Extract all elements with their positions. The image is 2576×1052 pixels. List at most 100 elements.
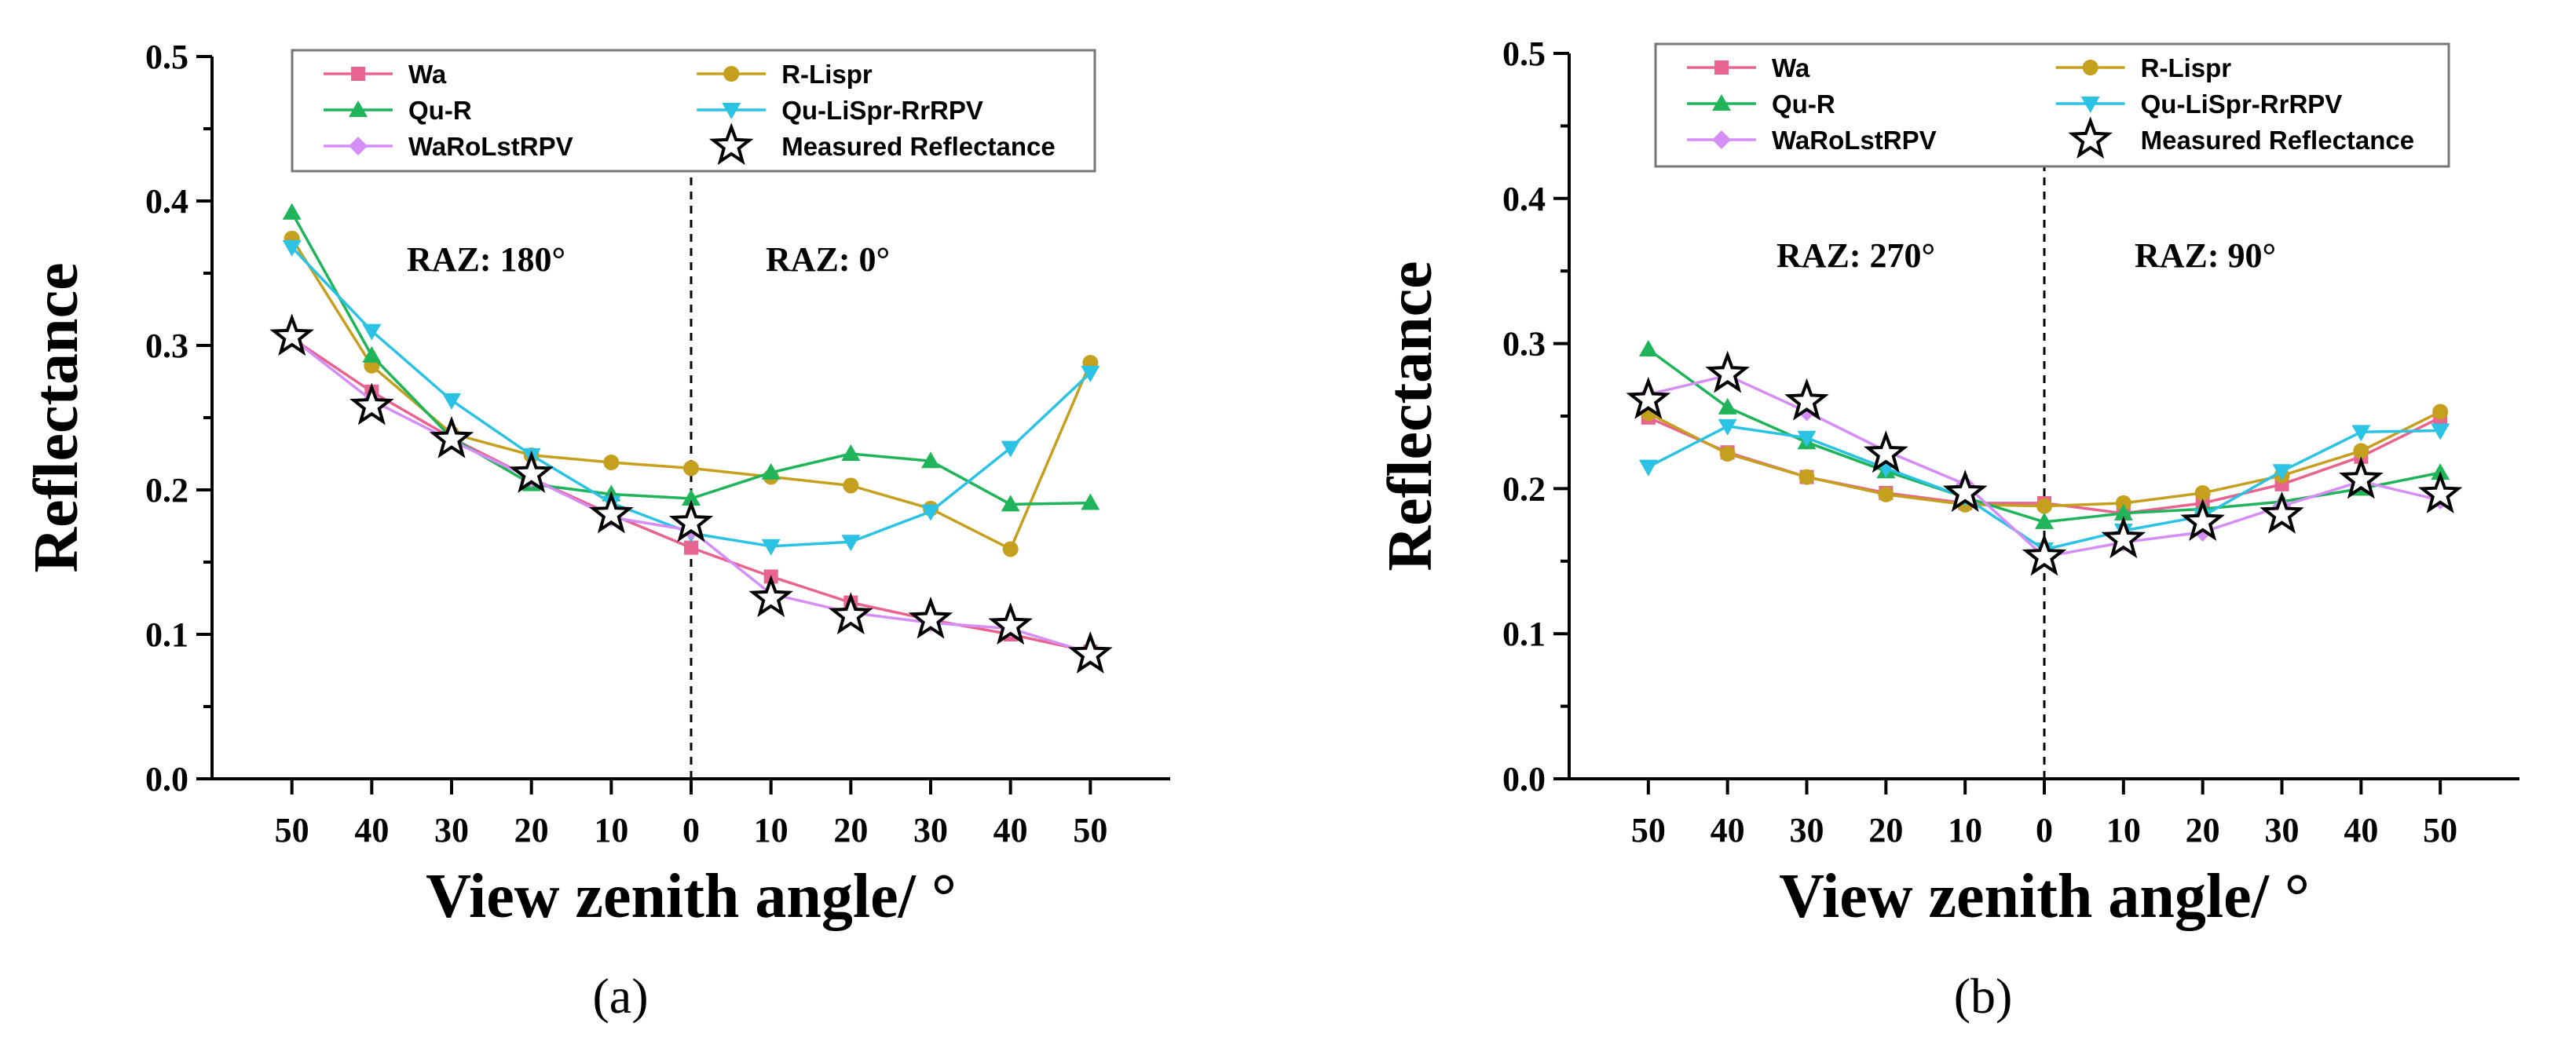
chart-b-data-point bbox=[2035, 512, 2054, 529]
chart-b-legend-label: WaRoLstRPV bbox=[1772, 126, 1937, 155]
chart-b-data-point bbox=[1718, 397, 1737, 415]
chart-b-data-point bbox=[1638, 339, 1658, 356]
chart-b-legend-item: R-Lispr bbox=[2055, 53, 2232, 82]
chart-a-x-tick-label: 0 bbox=[682, 811, 700, 849]
chart-a-data-point bbox=[908, 596, 953, 639]
chart-a-data-point bbox=[1068, 631, 1113, 674]
chart-a-data-point bbox=[429, 415, 474, 458]
chart-a-data-point bbox=[748, 575, 793, 618]
chart-a-legend-item: WaRoLstRPV bbox=[324, 132, 573, 161]
chart-b-legend-label: Measured Reflectance bbox=[2141, 126, 2414, 155]
chart-a-legend-label: Qu-LiSpr-RrRPV bbox=[781, 96, 983, 125]
chart-b-data-point bbox=[2113, 503, 2133, 521]
chart-a-x-tick-label: 50 bbox=[275, 811, 309, 849]
chart-b-legend-swatch-marker bbox=[2068, 116, 2113, 159]
chart-a-data-point bbox=[668, 499, 714, 542]
chart-a-data-point bbox=[1002, 541, 1019, 557]
chart-a-legend-swatch-marker bbox=[723, 66, 740, 82]
chart-b-x-tick-label: 10 bbox=[1948, 811, 1982, 849]
chart-b-legend-item: Wa bbox=[1687, 53, 1810, 82]
chart-a-x-tick-label: 30 bbox=[434, 811, 469, 849]
chart-b-data-point bbox=[1798, 469, 1815, 485]
chart-b-legend-item: Measured Reflectance bbox=[2068, 116, 2414, 159]
chart-b-raz-left-annotation: RAZ: 270° bbox=[1776, 236, 1935, 275]
chart-b-x-tick-label: 50 bbox=[1631, 811, 1666, 849]
chart-b-data-point bbox=[1719, 446, 1736, 462]
chart-a-x-tick-label: 30 bbox=[913, 811, 948, 849]
chart-b-data-point bbox=[2115, 495, 2131, 511]
chart-panel-a: 0.0 0.1 0.2 0.3 0.4 0.5 50 40 30 20 10 0 10 20 30 40 50 V… bbox=[22, 38, 1170, 1024]
chart-b-x-tick-label: 0 bbox=[2036, 811, 2053, 849]
chart-a-data-point bbox=[349, 382, 394, 426]
chart-b-data-point bbox=[1784, 378, 1829, 421]
chart-b-legend-box bbox=[1654, 42, 2450, 168]
chart-a-data-point bbox=[841, 535, 861, 552]
chart-b-panel-label: (b) bbox=[1954, 968, 2013, 1024]
chart-a-data-point bbox=[589, 491, 634, 534]
chart-a-legend-item: R-Lispr bbox=[697, 60, 873, 89]
chart-b-legend-item: Qu-LiSpr-RrRPV bbox=[2055, 89, 2343, 119]
chart-b-data-point bbox=[1878, 486, 1894, 502]
chart-b-legend-swatch-marker bbox=[1712, 130, 1731, 149]
chart-a-legend-box bbox=[291, 49, 1096, 173]
chart-a-y-axis-title: Reflectance bbox=[22, 262, 91, 572]
chart-b-data-point bbox=[2339, 456, 2384, 499]
chart-a-raz-left-annotation: RAZ: 180° bbox=[407, 240, 565, 279]
chart-a-data-point bbox=[1081, 493, 1100, 510]
chart-b-legend-label: Wa bbox=[1772, 53, 1810, 82]
chart-a-data-point bbox=[683, 460, 699, 477]
chart-a-panel-label: (a) bbox=[592, 968, 648, 1024]
chart-b-data-point bbox=[2180, 499, 2225, 541]
chart-a-y-tick-label: 0.2 bbox=[145, 471, 188, 510]
chart-b-data-point bbox=[1626, 376, 1671, 419]
chart-b-y-tick-label: 0.4 bbox=[1502, 180, 1546, 218]
chart-a-y-tick-label: 0.0 bbox=[145, 760, 188, 798]
chart-b-data-point bbox=[2194, 484, 2211, 501]
chart-b-legend-label: Qu-LiSpr-RrRPV bbox=[2141, 89, 2343, 119]
chart-b-data-point bbox=[2036, 498, 2052, 514]
chart-b-data-point bbox=[1638, 459, 1658, 477]
chart-b-legend-item: Qu-R bbox=[1687, 89, 1835, 119]
chart-b-x-tick-label: 50 bbox=[2423, 811, 2457, 849]
chart-a-x-tick-label: 20 bbox=[514, 811, 549, 849]
chart-a-raz-right-annotation: RAZ: 0° bbox=[766, 240, 890, 279]
chart-a-data-point bbox=[761, 462, 781, 480]
chart-b-legend-item: WaRoLstRPV bbox=[1687, 126, 1937, 155]
chart-a-y-tick-label: 0.4 bbox=[145, 182, 188, 221]
chart-a-legend-item: Qu-LiSpr-RrRPV bbox=[697, 96, 983, 125]
chart-b-x-tick-label: 30 bbox=[1790, 811, 1824, 849]
chart-b-data-point bbox=[2101, 516, 2146, 559]
chart-b-data-point bbox=[2353, 443, 2369, 459]
chart-a-data-point bbox=[509, 451, 554, 493]
chart-b-y-tick-label: 0.5 bbox=[1502, 35, 1546, 73]
chart-b-legend-label: Qu-R bbox=[1772, 89, 1835, 119]
chart-b-x-axis-title: View zenith angle/ ° bbox=[1779, 862, 2310, 931]
chart-a-x-tick-label: 10 bbox=[594, 811, 628, 849]
chart-a-legend-label: R-Lispr bbox=[781, 60, 873, 89]
chart-a-data-point bbox=[603, 455, 620, 471]
chart-b-x-tick-label: 10 bbox=[2106, 811, 2141, 849]
chart-a-data-point bbox=[442, 393, 461, 410]
chart-a-x-tick-label: 10 bbox=[754, 811, 789, 849]
chart-b-data-point bbox=[2351, 425, 2371, 442]
chart-b-data-point bbox=[1942, 469, 1988, 513]
chart-a-data-point bbox=[843, 477, 859, 494]
chart-b-x-tick-label: 20 bbox=[1868, 811, 1903, 849]
chart-b-series-r-lispr bbox=[1640, 404, 2449, 514]
chart-a-legend-swatch-marker bbox=[349, 137, 368, 155]
chart-a-data-point bbox=[761, 539, 781, 556]
chart-b-x-tick-label: 40 bbox=[1711, 811, 1745, 849]
chart-b-legend: Wa R-Lispr Qu-R Qu-LiSpr-RrRPV WaRoLstRPV Mea… bbox=[1654, 42, 2450, 168]
chart-a-data-point bbox=[269, 313, 314, 356]
chart-b-data-point bbox=[1863, 430, 1908, 473]
chart-b-data-point bbox=[2272, 464, 2292, 481]
chart-a-legend-label: Wa bbox=[408, 60, 447, 89]
chart-a-legend: Wa R-Lispr Qu-R Qu-LiSpr-RrRPV WaRoLstRPV Mea… bbox=[291, 49, 1096, 173]
chart-b-series-measured-reflectance bbox=[1626, 350, 2463, 576]
chart-a-legend-label: Qu-R bbox=[408, 96, 472, 125]
chart-b-legend-label: R-Lispr bbox=[2141, 53, 2232, 82]
chart-a-data-point bbox=[362, 323, 382, 341]
chart-b-data-point bbox=[2431, 423, 2450, 440]
chart-a-data-point bbox=[282, 239, 302, 257]
